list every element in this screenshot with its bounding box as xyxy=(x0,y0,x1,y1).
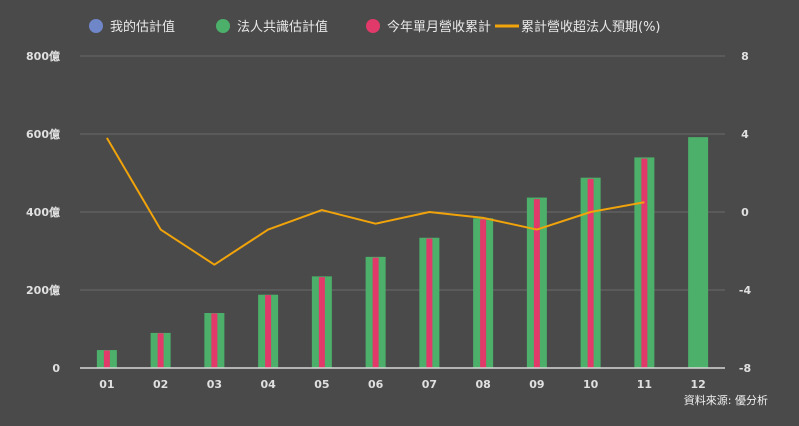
bar-monthly-cumulative xyxy=(533,199,540,368)
grid xyxy=(80,55,725,291)
bar-monthly-cumulative xyxy=(265,295,272,368)
bar-monthly-cumulative xyxy=(426,238,433,368)
legend-label: 我的估計值 xyxy=(110,19,175,35)
legend-label: 法人共識估計值 xyxy=(237,19,328,35)
x-tick-label: 04 xyxy=(260,378,276,391)
y-right-tick-label: 0 xyxy=(741,206,749,219)
x-tick-label: 10 xyxy=(583,378,599,391)
x-tick-label: 08 xyxy=(475,378,490,391)
legend: 我的估計值 法人共識估計值 今年單月營收累計 累計營收超法人預期(%) xyxy=(89,19,661,35)
x-tick-label: 12 xyxy=(690,378,705,391)
x-tick-label: 06 xyxy=(368,378,384,391)
bars xyxy=(96,137,709,368)
x-tick-label: 02 xyxy=(153,378,168,391)
bar-monthly-cumulative xyxy=(103,350,110,368)
bar-monthly-cumulative xyxy=(211,313,218,368)
bar-consensus xyxy=(688,137,709,368)
y-left-tick-label: 400億 xyxy=(26,205,60,219)
legend-label: 累計營收超法人預期(%) xyxy=(521,19,661,35)
x-tick-label: 05 xyxy=(314,378,329,391)
bar-monthly-cumulative xyxy=(372,257,379,368)
legend-marker xyxy=(89,19,103,33)
y-right-tick-label: 4 xyxy=(741,128,749,141)
x-tick-label: 03 xyxy=(207,378,222,391)
x-tick-label: 01 xyxy=(99,378,114,391)
y-left-tick-label: 600億 xyxy=(26,127,60,141)
legend-marker xyxy=(216,19,230,33)
source-note: 資料來源: 優分析 xyxy=(684,393,768,407)
line-vs-consensus xyxy=(106,137,645,266)
bar-monthly-cumulative xyxy=(587,178,594,368)
bar-monthly-cumulative xyxy=(157,333,164,368)
bar-monthly-cumulative xyxy=(318,277,325,368)
legend-marker xyxy=(366,19,380,33)
line-series xyxy=(106,137,645,266)
bar-monthly-cumulative xyxy=(641,158,648,368)
y-left-tick-label: 0 xyxy=(52,362,60,375)
bar-monthly-cumulative xyxy=(480,219,487,368)
x-tick-label: 07 xyxy=(422,378,437,391)
y-left-tick-label: 800億 xyxy=(26,49,60,63)
y-right-tick-label: 8 xyxy=(741,50,749,63)
x-tick-label: 11 xyxy=(637,378,652,391)
y-left-tick-label: 200億 xyxy=(26,283,60,297)
x-tick-label: 09 xyxy=(529,378,544,391)
y-right-tick-label: -8 xyxy=(739,362,751,375)
y-right-tick-label: -4 xyxy=(739,284,752,297)
legend-label: 今年單月營收累計 xyxy=(387,19,491,35)
